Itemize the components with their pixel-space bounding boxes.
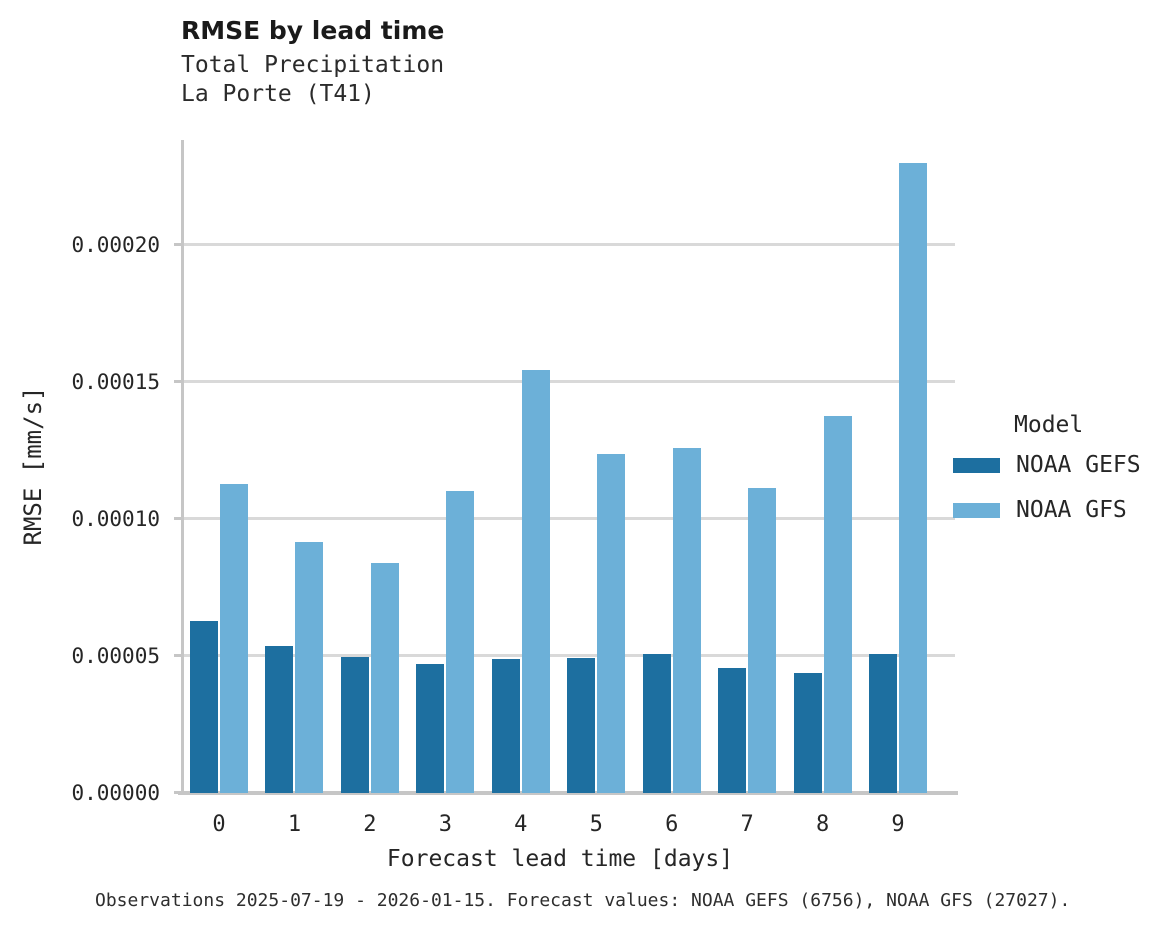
x-tick-label-8: 8: [815, 812, 830, 837]
x-axis-title: Forecast lead time [days]: [386, 846, 734, 872]
x-tick-label-3: 3: [438, 812, 452, 837]
bar-noaa-gefs-day0: [190, 621, 218, 793]
x-tick-label-2: 2: [363, 812, 377, 837]
y-gridline: [184, 517, 955, 520]
chart-title: RMSE by lead time: [181, 16, 445, 45]
y-tick-label: 0.00005: [71, 643, 160, 668]
legend-swatch-noaa-gefs: [953, 457, 1000, 473]
legend-label-noaa-gefs: NOAA GEFS: [1016, 452, 1141, 478]
y-tick-label: 0.00000: [71, 780, 160, 805]
y-axis-title: RMSE [mm/s]: [19, 386, 47, 546]
chart-subtitle-variable: Total Precipitation: [181, 52, 445, 78]
bar-noaa-gfs-day1: [295, 542, 323, 793]
bar-noaa-gfs-day5: [597, 454, 625, 793]
y-tick-mark: [174, 243, 181, 246]
y-gridline: [184, 380, 955, 383]
x-tick-label-7: 7: [740, 812, 754, 837]
bar-noaa-gefs-day9: [869, 654, 897, 793]
bar-noaa-gefs-day4: [492, 659, 520, 793]
chart-subtitle-location: La Porte (T41): [181, 81, 375, 107]
y-tick-mark: [174, 791, 181, 794]
bar-noaa-gfs-day9: [899, 163, 927, 793]
bar-noaa-gefs-day5: [567, 658, 595, 793]
bar-noaa-gfs-day7: [748, 488, 776, 793]
y-gridline: [184, 654, 955, 657]
bar-noaa-gefs-day7: [718, 668, 746, 793]
y-tick-mark: [174, 380, 181, 383]
legend: Model NOAA GEFS NOAA GFS: [953, 412, 1141, 542]
legend-label-noaa-gfs: NOAA GFS: [1016, 497, 1127, 523]
legend-title: Model: [1014, 412, 1084, 438]
y-axis-spine: [181, 140, 184, 795]
legend-swatch-noaa-gfs: [953, 502, 1000, 518]
bar-noaa-gfs-day2: [371, 563, 399, 793]
legend-entry-noaa-gfs: NOAA GFS: [953, 497, 1141, 523]
y-tick-mark: [174, 654, 181, 657]
legend-entry-noaa-gefs: NOAA GEFS: [953, 452, 1141, 478]
bar-noaa-gefs-day2: [341, 657, 369, 793]
bar-noaa-gefs-day8: [794, 673, 822, 793]
x-tick-label-9: 9: [891, 812, 905, 837]
x-tick-label-1: 1: [287, 812, 302, 837]
y-tick-label: 0.00010: [71, 506, 160, 531]
bar-noaa-gfs-day0: [220, 484, 248, 793]
x-axis-baseline: [178, 791, 958, 795]
bar-noaa-gfs-day3: [446, 491, 474, 793]
bar-noaa-gfs-day8: [824, 416, 852, 793]
bar-noaa-gefs-day1: [265, 646, 293, 793]
bar-noaa-gfs-day6: [673, 448, 701, 793]
caption: Observations 2025-07-19 - 2026-01-15. Fo…: [95, 890, 1071, 911]
x-tick-label-5: 5: [589, 812, 603, 837]
bar-noaa-gfs-day4: [522, 370, 550, 793]
y-tick-label: 0.00015: [71, 369, 160, 394]
bar-noaa-gefs-day6: [643, 654, 671, 793]
x-tick-label-6: 6: [665, 812, 679, 837]
y-tick-mark: [174, 517, 181, 520]
x-tick-label-4: 4: [514, 812, 528, 837]
bar-noaa-gefs-day3: [416, 664, 444, 793]
y-gridline: [184, 243, 955, 246]
y-tick-label: 0.00020: [71, 232, 160, 257]
x-tick-label-0: 0: [212, 812, 226, 837]
